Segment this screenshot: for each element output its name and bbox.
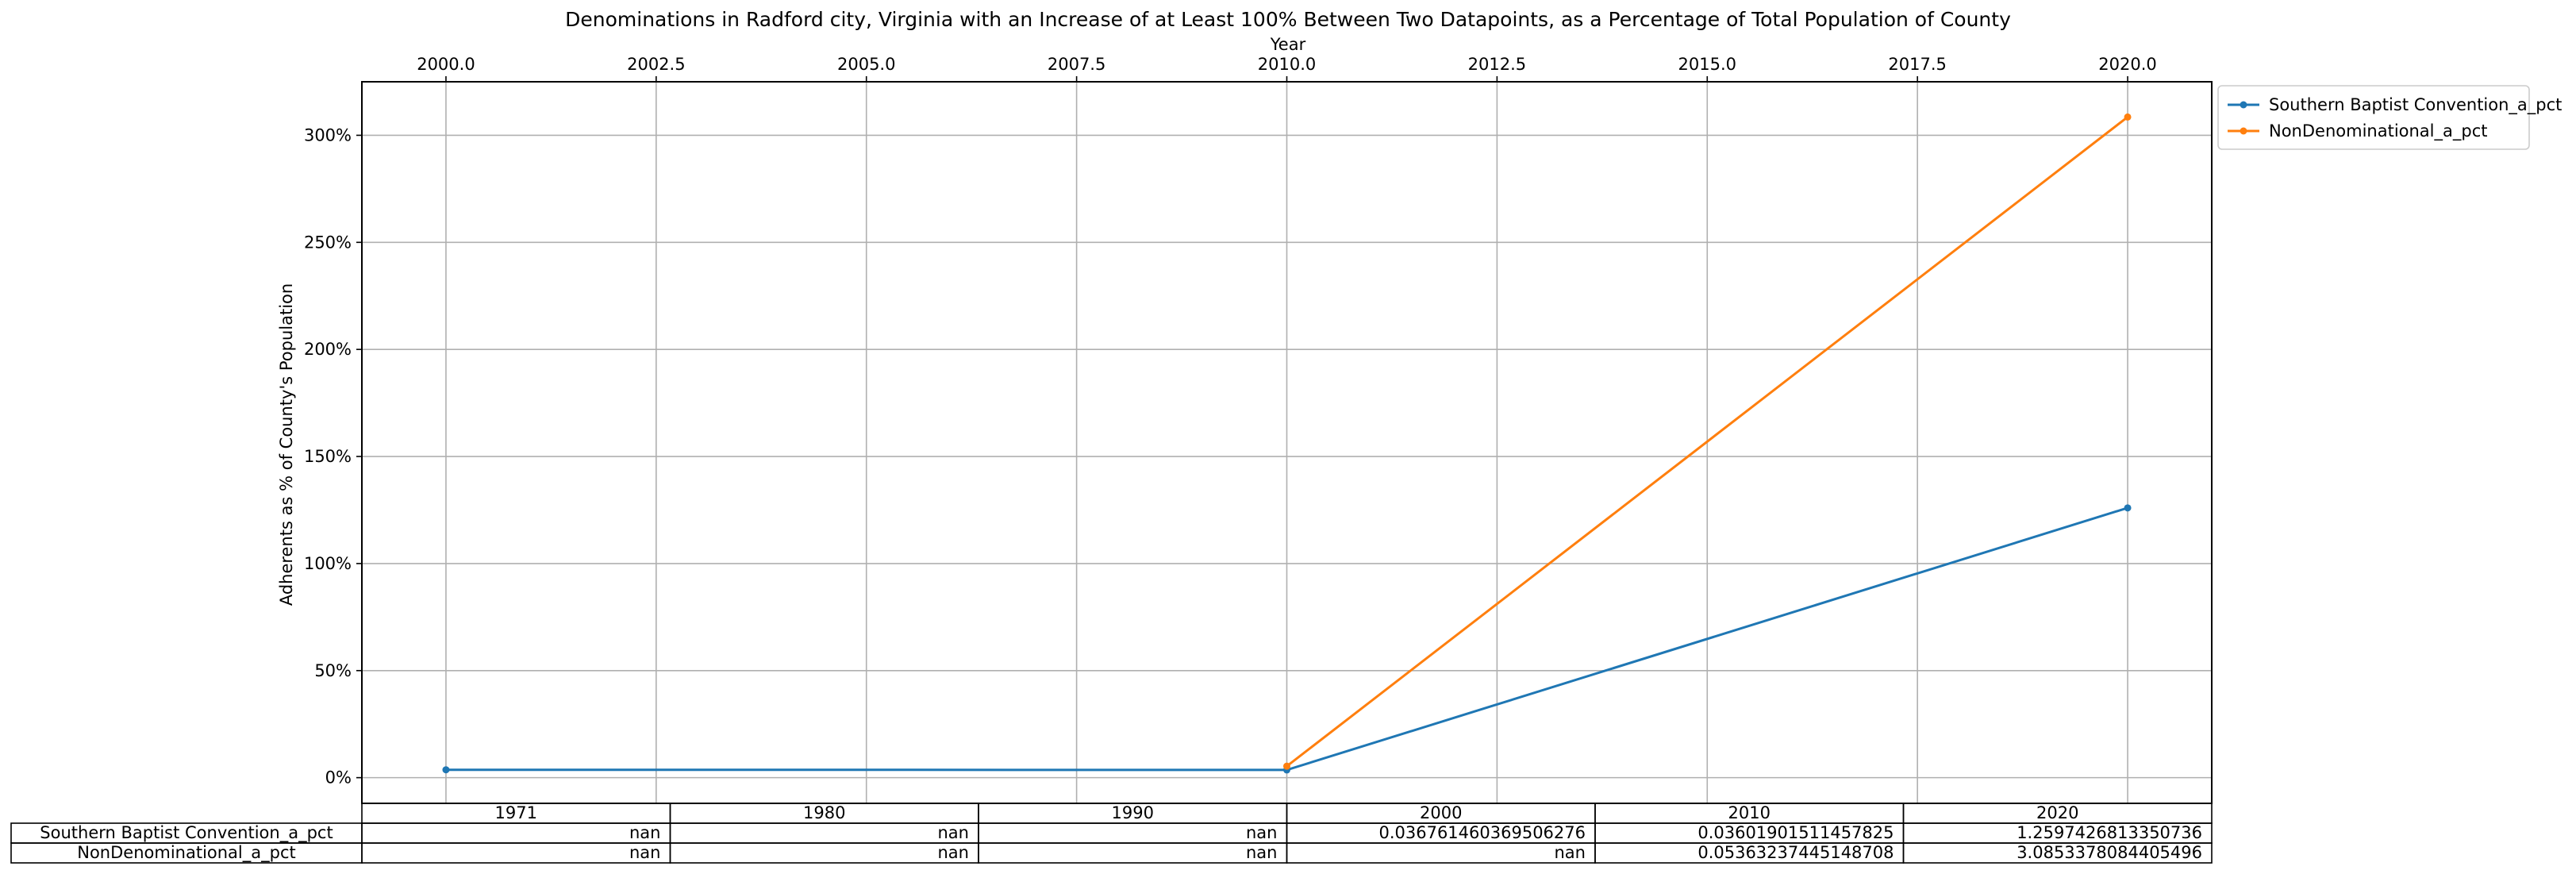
legend-box <box>2217 85 2530 150</box>
x-tick-label: 2012.5 <box>1468 55 1526 74</box>
table-column-header: 1980 <box>803 803 845 822</box>
table-cell <box>669 822 979 844</box>
table-cell <box>361 842 671 864</box>
x-tick-label: 2015.0 <box>1678 55 1736 74</box>
y-axis-label: Adherents as % of County's Population <box>277 283 296 606</box>
x-tick-label: 2007.5 <box>1048 55 1105 74</box>
table-cell <box>1286 842 1596 864</box>
series-layer <box>442 113 2132 774</box>
chart-title: Denominations in Radford city, Virginia … <box>565 8 2011 31</box>
table-cell <box>1902 842 2213 864</box>
table-cell-value: 0.03601901511457825 <box>1697 823 1894 842</box>
series-point <box>442 766 450 774</box>
legend-label: NonDenominational_a_pct <box>2269 121 2488 141</box>
series-point <box>2124 113 2132 121</box>
table-column-header: 1990 <box>1112 803 1154 822</box>
series-point <box>1283 762 1290 770</box>
table-column-header: 2000 <box>1420 803 1462 822</box>
legend: Southern Baptist Convention_a_pct NonDeno… <box>2217 85 2562 150</box>
table-cell-value: 3.0853378084405496 <box>2017 843 2202 862</box>
table-column-header: 1971 <box>495 803 537 822</box>
y-tick-label: 50% <box>314 661 352 680</box>
series-line-1 <box>1286 116 2128 768</box>
table-row-label: Southern Baptist Convention_a_pct <box>40 823 333 843</box>
data-table: 1971 1980 1990 2000 2010 2020 Southern Baptist… <box>10 803 2213 864</box>
table-cell <box>978 842 1288 864</box>
y-tick-label: 300% <box>304 125 352 144</box>
table-column-header: 2020 <box>2036 803 2078 822</box>
y-tick-label: 200% <box>304 340 352 359</box>
table-cell <box>978 822 1288 844</box>
x-ticks: 2000.0 2002.5 2005.0 2007.5 2010.0 2012.5 2015… <box>417 55 2157 82</box>
legend-label: Southern Baptist Convention_a_pct <box>2269 95 2562 115</box>
x-tick-label: 2000.0 <box>417 55 475 74</box>
x-tick-label: 2010.0 <box>1258 55 1316 74</box>
table-cell-value: nan <box>938 823 970 842</box>
table-cell-value: 0.036761460369506276 <box>1378 823 1586 842</box>
table-column-header: 2010 <box>1728 803 1771 822</box>
table-cell <box>361 822 671 844</box>
table-cell-value: nan <box>1246 823 1278 842</box>
y-tick-label: 100% <box>304 554 352 573</box>
table-cell-value: 1.2597426813350736 <box>2017 823 2202 842</box>
x-tick-label: 2005.0 <box>837 55 895 74</box>
table-cell-value: nan <box>938 843 970 862</box>
grid <box>362 82 2212 803</box>
y-tick-label: 0% <box>325 768 352 787</box>
table-cell-value: nan <box>1246 843 1278 862</box>
legend-marker <box>2240 127 2247 135</box>
table-cell-value: 0.05363237445148708 <box>1697 843 1894 862</box>
table-cell-value: nan <box>629 823 661 842</box>
x-axis-label: Year <box>1270 35 1306 54</box>
x-tick-label: 2017.5 <box>1888 55 1946 74</box>
table-cell-value: nan <box>629 843 661 862</box>
table-cell-value: nan <box>1555 843 1586 862</box>
x-tick-label: 2002.5 <box>627 55 685 74</box>
table-row-label: NonDenominational_a_pct <box>77 843 296 863</box>
legend-marker <box>2240 101 2247 109</box>
y-tick-label: 150% <box>304 447 352 466</box>
table-cell <box>669 842 979 864</box>
y-ticks: 0% 50% 100% 150% 200% 250% 300% <box>304 125 362 787</box>
series-point <box>2124 504 2132 512</box>
y-tick-label: 250% <box>304 233 352 252</box>
x-tick-label: 2020.0 <box>2098 55 2156 74</box>
